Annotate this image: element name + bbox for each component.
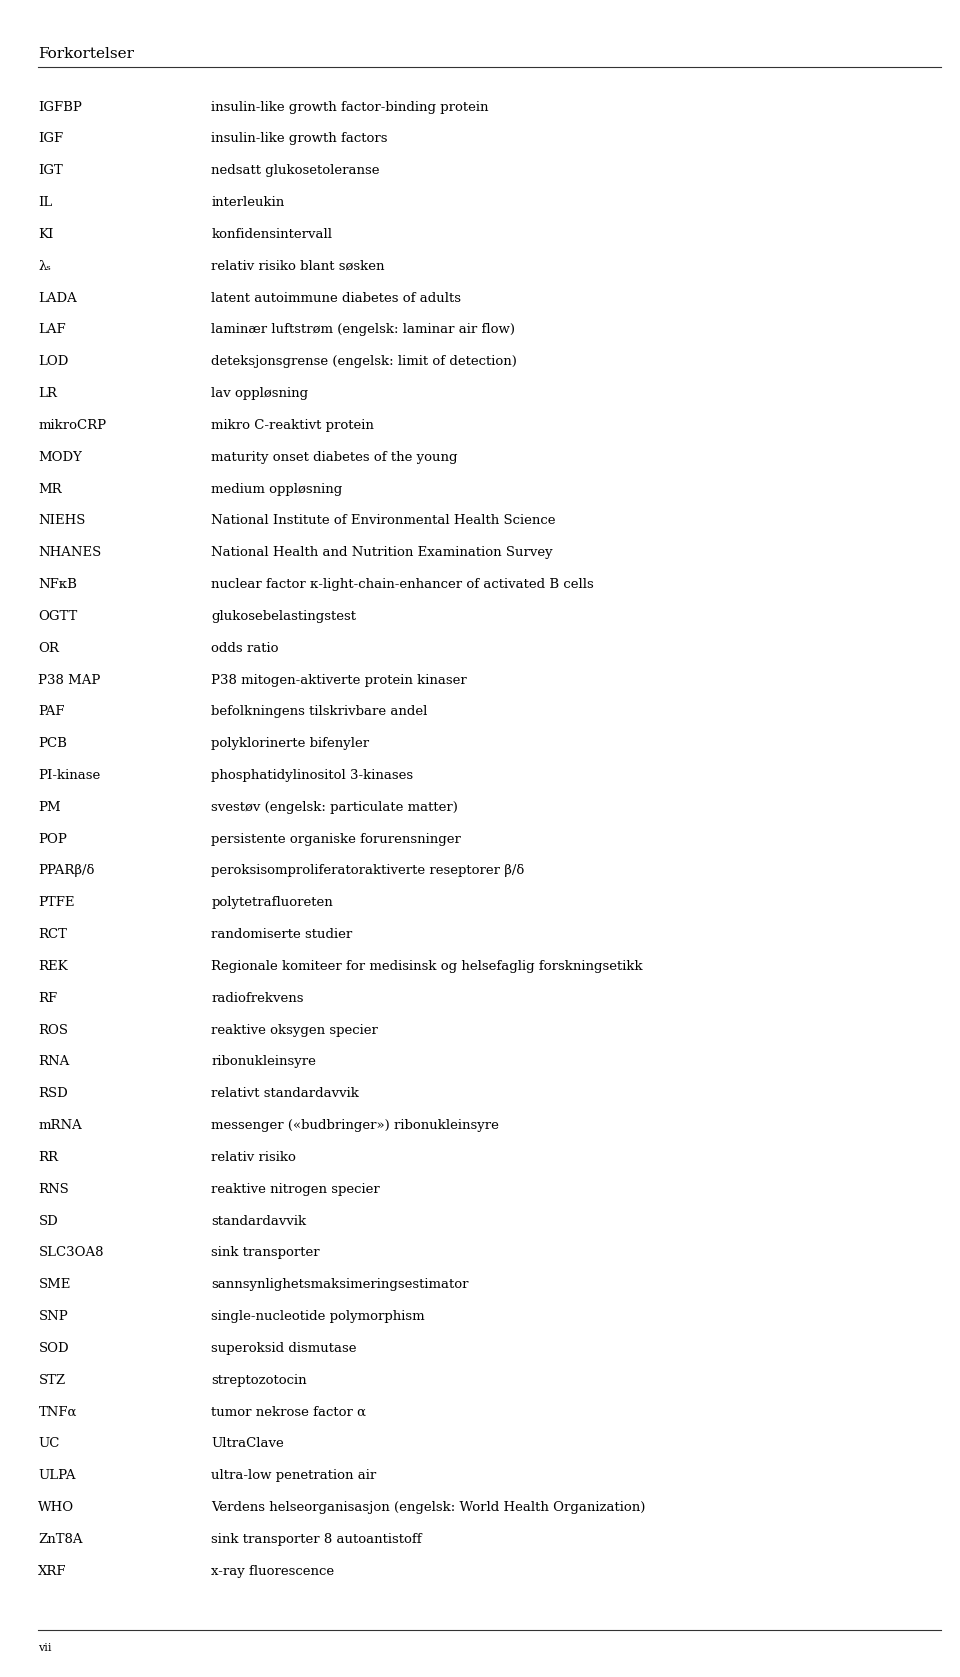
Text: TNFα: TNFα [38, 1405, 77, 1419]
Text: LAF: LAF [38, 324, 66, 337]
Text: medium oppløsning: medium oppløsning [211, 483, 343, 495]
Text: LOD: LOD [38, 356, 69, 369]
Text: maturity onset diabetes of the young: maturity onset diabetes of the young [211, 451, 458, 465]
Text: messenger («budbringer») ribonukleinsyre: messenger («budbringer») ribonukleinsyre [211, 1119, 499, 1132]
Text: NIEHS: NIEHS [38, 515, 85, 527]
Text: MR: MR [38, 483, 62, 495]
Text: IL: IL [38, 196, 53, 210]
Text: odds ratio: odds ratio [211, 642, 278, 654]
Text: sink transporter: sink transporter [211, 1246, 320, 1259]
Text: RCT: RCT [38, 927, 67, 941]
Text: MODY: MODY [38, 451, 83, 465]
Text: OGTT: OGTT [38, 610, 78, 622]
Text: SOD: SOD [38, 1342, 69, 1355]
Text: deteksjonsgrense (engelsk: limit of detection): deteksjonsgrense (engelsk: limit of dete… [211, 356, 517, 369]
Text: Verdens helseorganisasjon (engelsk: World Health Organization): Verdens helseorganisasjon (engelsk: Worl… [211, 1501, 645, 1514]
Text: reaktive oksygen specier: reaktive oksygen specier [211, 1023, 378, 1036]
Text: National Institute of Environmental Health Science: National Institute of Environmental Heal… [211, 515, 556, 527]
Text: latent autoimmune diabetes of adults: latent autoimmune diabetes of adults [211, 292, 461, 305]
Text: SNP: SNP [38, 1310, 68, 1323]
Text: Regionale komiteer for medisinsk og helsefaglig forskningsetikk: Regionale komiteer for medisinsk og hels… [211, 959, 643, 973]
Text: insulin-like growth factors: insulin-like growth factors [211, 132, 388, 146]
Text: SME: SME [38, 1278, 71, 1291]
Text: RNS: RNS [38, 1182, 69, 1196]
Text: polytetrafluoreten: polytetrafluoreten [211, 896, 333, 909]
Text: insulin-like growth factor-binding protein: insulin-like growth factor-binding prote… [211, 101, 489, 114]
Text: mikroCRP: mikroCRP [38, 419, 107, 433]
Text: LR: LR [38, 387, 58, 401]
Text: relativ risiko blant søsken: relativ risiko blant søsken [211, 260, 385, 273]
Text: vii: vii [38, 1643, 52, 1654]
Text: WHO: WHO [38, 1501, 75, 1514]
Text: KI: KI [38, 228, 54, 241]
Text: RR: RR [38, 1150, 59, 1164]
Text: SD: SD [38, 1214, 59, 1228]
Text: x-ray fluorescence: x-ray fluorescence [211, 1565, 334, 1578]
Text: NFκB: NFκB [38, 579, 77, 590]
Text: svestøv (engelsk: particulate matter): svestøv (engelsk: particulate matter) [211, 802, 458, 813]
Text: randomiserte studier: randomiserte studier [211, 927, 352, 941]
Text: PAF: PAF [38, 706, 65, 718]
Text: persistente organiske forurensninger: persistente organiske forurensninger [211, 833, 461, 845]
Text: PCB: PCB [38, 738, 67, 750]
Text: IGF: IGF [38, 132, 63, 146]
Text: ZnT8A: ZnT8A [38, 1533, 83, 1546]
Text: befolkningens tilskrivbare andel: befolkningens tilskrivbare andel [211, 706, 427, 718]
Text: PPARβ/δ: PPARβ/δ [38, 864, 95, 877]
Text: interleukin: interleukin [211, 196, 284, 210]
Text: ribonukleinsyre: ribonukleinsyre [211, 1055, 316, 1068]
Text: nedsatt glukosetoleranse: nedsatt glukosetoleranse [211, 164, 380, 178]
Text: RSD: RSD [38, 1087, 68, 1100]
Text: PTFE: PTFE [38, 896, 75, 909]
Text: National Health and Nutrition Examination Survey: National Health and Nutrition Examinatio… [211, 547, 553, 558]
Text: RF: RF [38, 991, 58, 1005]
Text: XRF: XRF [38, 1565, 67, 1578]
Text: IGFBP: IGFBP [38, 101, 83, 114]
Text: glukosebelastingstest: glukosebelastingstest [211, 610, 356, 622]
Text: radiofrekvens: radiofrekvens [211, 991, 303, 1005]
Text: λₛ: λₛ [38, 260, 51, 273]
Text: sink transporter 8 autoantistoff: sink transporter 8 autoantistoff [211, 1533, 421, 1546]
Text: Forkortelser: Forkortelser [38, 47, 134, 60]
Text: STZ: STZ [38, 1373, 65, 1387]
Text: peroksisomproliferatoraktiverte reseptorer β/δ: peroksisomproliferatoraktiverte reseptor… [211, 864, 524, 877]
Text: PI-kinase: PI-kinase [38, 770, 101, 781]
Text: tumor nekrose factor α: tumor nekrose factor α [211, 1405, 366, 1419]
Text: REK: REK [38, 959, 68, 973]
Text: OR: OR [38, 642, 60, 654]
Text: relativ risiko: relativ risiko [211, 1150, 296, 1164]
Text: relativt standardavvik: relativt standardavvik [211, 1087, 359, 1100]
Text: sannsynlighetsmaksimeringsestimator: sannsynlighetsmaksimeringsestimator [211, 1278, 468, 1291]
Text: phosphatidylinositol 3-kinases: phosphatidylinositol 3-kinases [211, 770, 414, 781]
Text: PM: PM [38, 802, 61, 813]
Text: ULPA: ULPA [38, 1469, 76, 1482]
Text: IGT: IGT [38, 164, 63, 178]
Text: NHANES: NHANES [38, 547, 102, 558]
Text: single-nucleotide polymorphism: single-nucleotide polymorphism [211, 1310, 425, 1323]
Text: streptozotocin: streptozotocin [211, 1373, 307, 1387]
Text: UltraClave: UltraClave [211, 1437, 284, 1451]
Text: reaktive nitrogen specier: reaktive nitrogen specier [211, 1182, 380, 1196]
Text: konfidensintervall: konfidensintervall [211, 228, 332, 241]
Text: standardavvik: standardavvik [211, 1214, 306, 1228]
Text: nuclear factor κ-light-chain-enhancer of activated B cells: nuclear factor κ-light-chain-enhancer of… [211, 579, 594, 590]
Text: superoksid dismutase: superoksid dismutase [211, 1342, 357, 1355]
Text: LADA: LADA [38, 292, 77, 305]
Text: UC: UC [38, 1437, 60, 1451]
Text: ROS: ROS [38, 1023, 68, 1036]
Text: SLC3OA8: SLC3OA8 [38, 1246, 104, 1259]
Text: mikro C-reaktivt protein: mikro C-reaktivt protein [211, 419, 374, 433]
Text: lav oppløsning: lav oppløsning [211, 387, 308, 401]
Text: P38 mitogen-aktiverte protein kinaser: P38 mitogen-aktiverte protein kinaser [211, 674, 467, 686]
Text: polyklorinerte bifenyler: polyklorinerte bifenyler [211, 738, 370, 750]
Text: P38 MAP: P38 MAP [38, 674, 101, 686]
Text: POP: POP [38, 833, 67, 845]
Text: RNA: RNA [38, 1055, 70, 1068]
Text: laminær luftstrøm (engelsk: laminar air flow): laminær luftstrøm (engelsk: laminar air … [211, 324, 516, 337]
Text: mRNA: mRNA [38, 1119, 83, 1132]
Text: ultra-low penetration air: ultra-low penetration air [211, 1469, 376, 1482]
